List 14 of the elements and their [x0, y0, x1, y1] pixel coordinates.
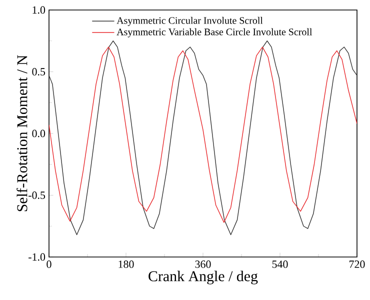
x-tick-label: 0 — [46, 260, 52, 268]
y-tick-label: -1.0 — [28, 253, 46, 261]
y-tick-label: 1.0 — [32, 6, 46, 14]
x-tick-label: 180 — [118, 260, 134, 268]
x-tick-label: 720 — [349, 260, 365, 268]
y-tick-label: 0.5 — [32, 68, 46, 76]
x-tick-label: 360 — [195, 260, 211, 268]
y-tick-label: -0.5 — [28, 192, 46, 199]
x-axis-title: Crank Angle / deg — [148, 270, 258, 284]
x-tick-label: 540 — [272, 260, 288, 268]
legend-label: Asymmetric Circular Involute Scroll — [116, 16, 263, 26]
y-tick-label: 0.0 — [32, 130, 46, 138]
y-axis-title: Self-Rotation Moment / N — [16, 55, 28, 212]
legend-label: Asymmetric Variable Base Circle Involute Scroll — [116, 28, 312, 38]
